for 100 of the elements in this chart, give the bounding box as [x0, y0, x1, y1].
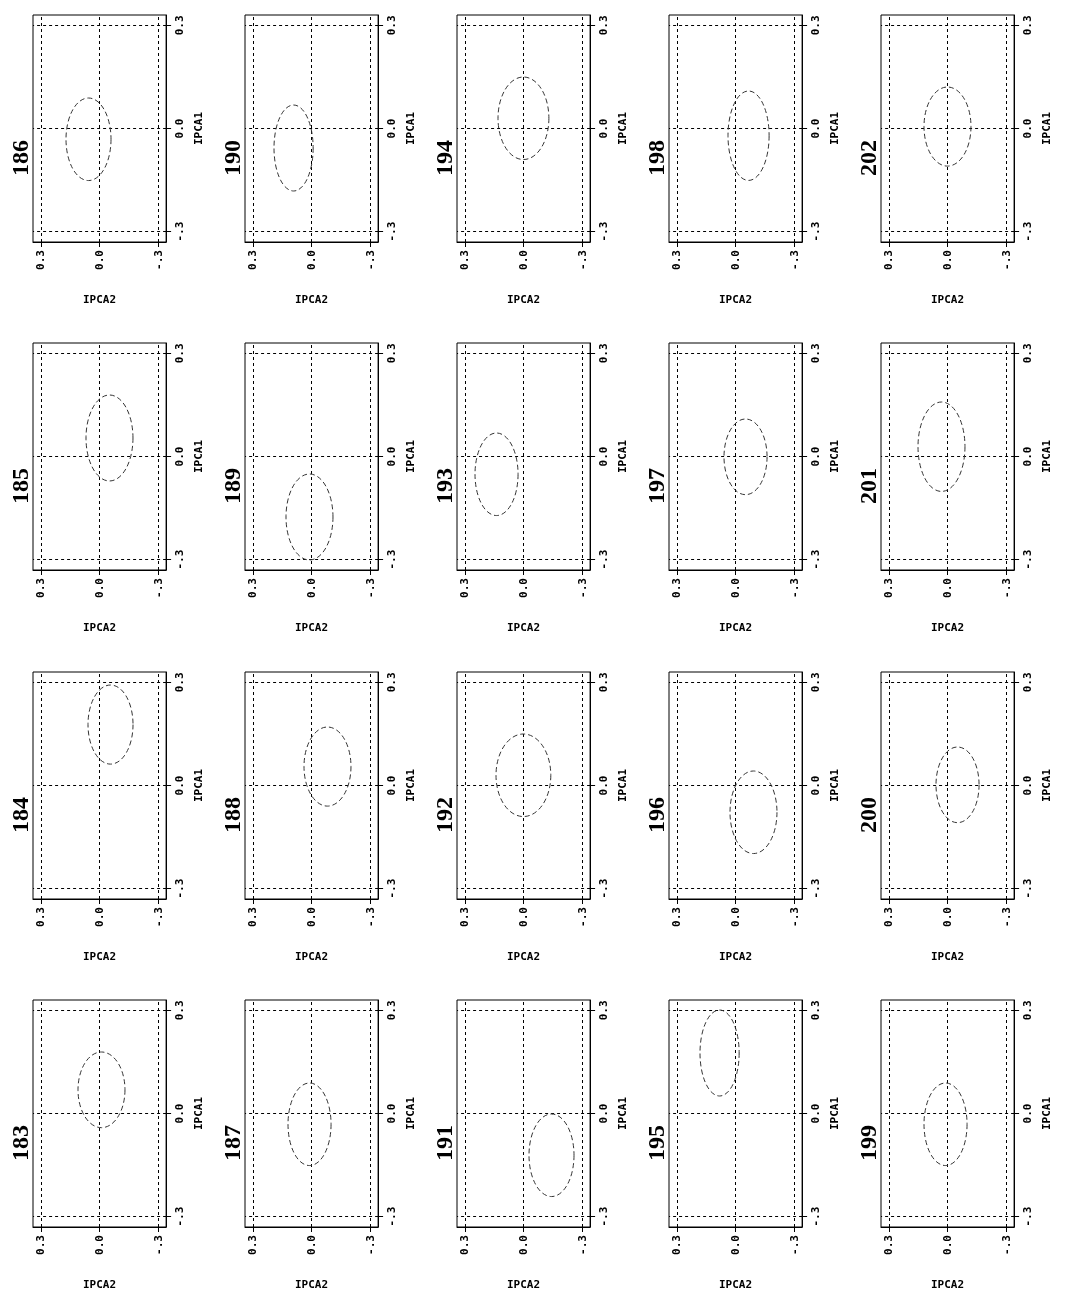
y-tick-label: 0.3	[809, 672, 823, 692]
x-tick-label: -.3	[999, 578, 1013, 599]
x-tick-label: 0.0	[729, 906, 743, 927]
x-axis-title: IPCA2	[294, 621, 329, 635]
text: 183	[7, 1125, 33, 1161]
text: 187	[219, 1125, 245, 1161]
y-tick-label: -.3	[385, 550, 399, 571]
y-tick-label: 0.0	[1021, 446, 1035, 467]
x-tick-label: -.3	[787, 906, 801, 927]
y-tick-label: 0.3	[809, 15, 823, 36]
x-tick-label: 0.3	[458, 578, 472, 599]
y-tick-label: 0.3	[809, 1000, 823, 1021]
y-tick-label: 0.0	[385, 446, 399, 467]
y-tick-label: 0.0	[809, 1103, 823, 1124]
y-tick-label: -.3	[597, 221, 611, 242]
x-tick-label: -.3	[575, 578, 589, 599]
x-tick-label: 0.3	[246, 250, 260, 270]
y-tick-label: 0.0	[385, 775, 399, 796]
x-tick-label: 0.0	[93, 578, 107, 599]
y-tick-label: -.3	[1021, 1206, 1035, 1227]
text: 191	[431, 1125, 457, 1161]
text: 198	[643, 140, 669, 177]
y-tick-label: 0.0	[597, 118, 611, 139]
y-tick-label: -.3	[173, 550, 187, 571]
x-tick-label: 0.0	[305, 906, 319, 927]
x-tick-label: 0.3	[882, 1235, 896, 1255]
x-tick-label: 0.0	[729, 578, 743, 599]
y-tick-label: -.3	[809, 550, 823, 571]
x-tick-label: -.3	[151, 1235, 165, 1255]
y-tick-label: -.3	[1021, 550, 1035, 571]
x-tick-label: 0.0	[941, 250, 955, 270]
text: 202	[855, 140, 881, 177]
x-tick-label: 0.3	[882, 250, 896, 270]
x-axis-title: IPCA2	[718, 949, 753, 963]
y-tick-label: 0.0	[173, 1103, 187, 1124]
y-axis-title: IPCA1	[1040, 439, 1053, 474]
y-tick-label: 0.3	[1021, 343, 1035, 364]
y-tick-label: 0.3	[385, 1000, 399, 1021]
y-tick-label: -.3	[1021, 221, 1035, 242]
x-tick-label: -.3	[151, 578, 165, 599]
x-tick-label: 0.0	[93, 250, 107, 270]
x-tick-label: 0.0	[93, 1235, 107, 1255]
x-tick-label: 0.3	[246, 906, 260, 927]
x-tick-label: 0.3	[882, 578, 896, 599]
x-axis-title: IPCA2	[294, 293, 329, 307]
x-axis-title: IPCA2	[82, 949, 117, 963]
y-axis-title: IPCA1	[616, 111, 629, 146]
y-tick-label: 0.3	[385, 343, 399, 364]
y-tick-label: 0.3	[173, 672, 187, 692]
y-tick-label: 0.0	[173, 775, 187, 796]
x-tick-label: 0.0	[941, 906, 955, 927]
y-tick-label: 0.3	[385, 672, 399, 692]
x-tick-label: -.3	[787, 578, 801, 599]
x-tick-label: 0.0	[305, 578, 319, 599]
text: 190	[219, 140, 245, 177]
y-tick-label: 0.0	[597, 1103, 611, 1124]
y-tick-label: 0.3	[597, 1000, 611, 1021]
x-tick-label: -.3	[363, 906, 377, 927]
x-tick-label: 0.3	[882, 906, 896, 927]
y-tick-label: 0.0	[597, 446, 611, 467]
y-tick-label: 0.3	[1021, 672, 1035, 692]
x-tick-label: 0.0	[941, 1235, 955, 1255]
x-tick-label: -.3	[999, 250, 1013, 270]
y-tick-label: -.3	[809, 1206, 823, 1227]
x-tick-label: 0.0	[517, 578, 531, 599]
y-axis-title: IPCA1	[616, 768, 629, 802]
x-axis-title: IPCA2	[506, 1278, 541, 1291]
x-tick-label: 0.3	[670, 906, 684, 927]
y-axis-title: IPCA1	[404, 768, 417, 802]
y-tick-label: 0.0	[385, 118, 399, 139]
y-tick-label: -.3	[173, 1206, 187, 1227]
x-tick-label: 0.0	[517, 250, 531, 270]
x-tick-label: 0.3	[670, 250, 684, 270]
x-tick-label: -.3	[363, 250, 377, 270]
y-tick-label: 0.0	[597, 775, 611, 796]
x-tick-label: 0.3	[670, 578, 684, 599]
text: 189	[219, 468, 245, 505]
y-tick-label: 0.0	[809, 118, 823, 139]
y-tick-label: 0.3	[597, 343, 611, 364]
text: 200	[855, 796, 881, 833]
y-tick-label: -.3	[385, 878, 399, 899]
y-tick-label: -.3	[597, 878, 611, 899]
y-axis-title: IPCA1	[192, 1096, 205, 1131]
x-tick-label: 0.3	[458, 1235, 472, 1255]
y-tick-label: -.3	[597, 1206, 611, 1227]
y-axis-title: IPCA1	[192, 111, 205, 146]
text: 195	[643, 1125, 669, 1161]
y-tick-label: 0.3	[1021, 1000, 1035, 1021]
x-tick-label: 0.0	[517, 1235, 531, 1255]
x-tick-label: -.3	[575, 250, 589, 270]
x-tick-label: 0.3	[34, 1235, 48, 1255]
y-axis-title: IPCA1	[616, 1096, 629, 1131]
x-axis-title: IPCA2	[82, 621, 117, 635]
x-tick-label: 0.0	[93, 906, 107, 927]
y-tick-label: 0.3	[597, 15, 611, 36]
text: 194	[431, 140, 457, 177]
x-axis-title: IPCA2	[294, 1278, 329, 1291]
x-tick-label: 0.3	[34, 906, 48, 927]
y-tick-label: 0.3	[1021, 15, 1035, 36]
y-tick-label: 0.3	[173, 15, 187, 36]
